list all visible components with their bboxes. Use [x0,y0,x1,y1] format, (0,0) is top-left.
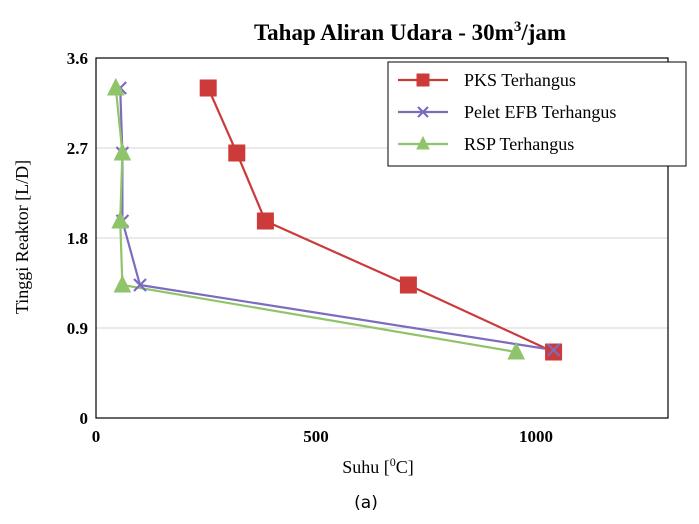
data-point [113,274,132,293]
legend-swatch-marker [416,135,430,150]
data-point [228,144,246,162]
chart-title: Tahap Aliran Udara - 30m3/jam [254,19,566,45]
y-tick-label: 3.6 [67,49,88,68]
svg-text:Tahap Aliran Udara - 30m3/jam: Tahap Aliran Udara - 30m3/jam [254,19,566,45]
x-tick-label: 0 [92,427,101,446]
chart-title-text: Tahap Aliran Udara - 30m [254,20,514,45]
legend-label: RSP Terhangus [464,134,574,154]
x-tick-labels: 0 500 1000 [92,427,553,446]
data-point [545,343,563,361]
legend-label: PKS Terhangus [464,70,576,90]
data-point [111,210,130,229]
series-markers [106,77,563,361]
data-point [133,278,147,292]
figure-caption: (a) [354,493,378,513]
x-axis-label-text: Suhu [ [342,457,390,477]
data-point [199,79,217,97]
plot-border [95,57,669,419]
y-axis-label: Tinggi Reaktor [L/D] [12,160,32,314]
legend-label: Pelet EFB Terhangus [464,102,616,122]
y-tick-label: 0.9 [67,319,88,338]
data-point [256,212,274,230]
y-tick-label: 0 [80,409,89,428]
x-axis-label: Suhu [0C] [342,455,414,477]
x-axis-label-superscript: 0 [390,455,396,469]
x-tick-label: 500 [303,427,329,446]
data-point [399,276,417,294]
data-point [507,341,526,360]
y-tick-labels: 0 0.9 1.8 2.7 3.6 [67,49,89,428]
legend-swatch-marker [417,106,429,118]
x-axis-label-suffix: C] [396,457,414,477]
y-tick-label: 2.7 [67,139,89,158]
chart-title-suffix: /jam [520,20,566,45]
data-point [106,77,125,96]
x-tick-label: 1000 [519,427,553,446]
data-point [546,343,561,357]
legend: PKS Terhangus Pelet EFB Terhangus RSP Terh… [387,61,687,167]
y-tick-label: 1.8 [67,229,88,248]
legend-swatch-marker [416,73,430,87]
data-point [113,142,132,161]
chart-title-superscript: 3 [514,19,522,35]
